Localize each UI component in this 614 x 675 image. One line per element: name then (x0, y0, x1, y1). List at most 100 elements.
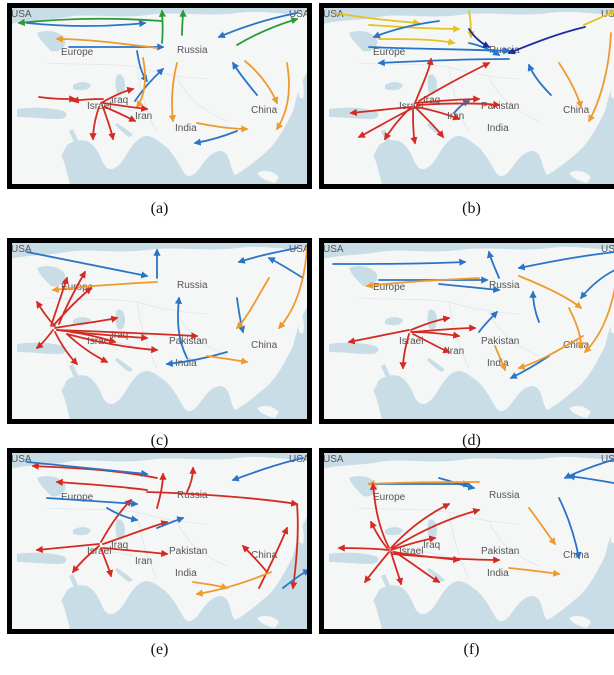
map-label-usa-east: USA (601, 454, 614, 465)
flow-arrow-blue (478, 310, 499, 333)
flow-arrow-red (55, 478, 148, 491)
flow-arrow-yellow (467, 10, 475, 39)
flow-arrow-red (414, 95, 481, 104)
flow-arrow-red (347, 329, 410, 345)
flow-arrow-red (416, 106, 461, 121)
flow-arrow-red (410, 106, 418, 145)
flow-arrow-red (156, 472, 167, 509)
flow-arrow-orange (168, 62, 178, 123)
panel-frame (7, 238, 312, 424)
flow-arrow-green (17, 17, 163, 26)
flow-arrow-red (52, 287, 93, 327)
map-label-pakistan: Pakistan (169, 336, 207, 347)
flow-arrow-red (418, 62, 491, 102)
flow-arrow-red (56, 329, 199, 340)
flow-arrow-orange (195, 571, 272, 597)
map-label-iran: Iran (447, 111, 464, 122)
map-panel-e: USA USA Europe Russia Israel Iraq Iran Pakistan… (7, 448, 312, 634)
caption-a: (a) (150, 200, 169, 217)
flow-arrow-blue (377, 58, 510, 67)
flow-arrow-red (370, 520, 388, 549)
map-label-usa: USA (323, 9, 344, 20)
map-label-usa-east: USA (601, 244, 614, 255)
flow-arrow-red (102, 547, 169, 558)
flow-arrow-blue (237, 247, 298, 264)
flow-arrow-orange (367, 480, 480, 488)
flow-arrow-red (416, 100, 501, 109)
flow-arrow-blue (486, 250, 500, 279)
flow-arrow-red (35, 543, 100, 554)
flow-arrow-blue (438, 477, 476, 491)
flow-arrow-blue (580, 269, 614, 300)
map-label-usa: USA (323, 454, 344, 465)
flow-arrow-blue (527, 63, 552, 96)
flow-arrow-red (392, 553, 501, 564)
flow-arrow-orange (235, 277, 270, 330)
flow-arrow-green (179, 9, 187, 36)
flow-arrow-orange (55, 35, 158, 49)
flow-arrow-orange (192, 581, 229, 591)
flow-arrow-orange (278, 247, 308, 330)
flow-arrow-blue (558, 497, 582, 560)
panel-frame (319, 448, 614, 634)
caption-e: (e) (150, 641, 169, 658)
map-label-iran: Iran (135, 111, 152, 122)
flow-arrow-blue (106, 507, 139, 523)
flow-arrow-yellow (368, 24, 461, 33)
flow-arrow-blue (517, 251, 614, 271)
flow-arrow-red (390, 551, 404, 586)
flow-arrow-red (414, 106, 444, 139)
flow-arrow-red (364, 551, 390, 584)
flow-arrow-orange (568, 307, 585, 350)
flow-arrow-red (100, 547, 114, 578)
flow-arrow-red (35, 329, 54, 349)
flow-arrow-blue (46, 497, 139, 508)
flow-arrow-orange (206, 355, 249, 365)
flow-arrow-red (66, 333, 109, 363)
flow-arrow-orange (583, 288, 614, 354)
flow-arrow-red (102, 102, 149, 112)
flow-arrow-blue (174, 296, 188, 359)
flow-arrow-red (100, 86, 135, 104)
map-label-pakistan: Pakistan (481, 101, 519, 112)
flow-arrow-red (390, 535, 437, 551)
map-label-europe: Europe (373, 47, 406, 58)
map-panel-a: USA USA Europe Russia Israel Iraq Iran India Chi… (7, 3, 312, 189)
map-label-israel: Israel (399, 546, 423, 557)
flow-arrow-blue (453, 99, 471, 114)
flow-arrow-navy (468, 28, 491, 48)
flow-arrow-blue (567, 473, 614, 484)
flow-arrow-orange (558, 62, 583, 109)
flow-arrow-blue (282, 569, 311, 589)
map-label-russia: Russia (489, 280, 520, 291)
flow-arrow-red (36, 300, 56, 327)
map-label-iraq: Iraq (111, 540, 128, 551)
panel-frame (319, 238, 614, 424)
map-label-iran: Iran (135, 556, 152, 567)
map-label-iraq: Iraq (111, 95, 128, 106)
flow-arrow-red (394, 551, 441, 583)
panel-frame (319, 3, 614, 189)
flow-arrow-blue (231, 457, 304, 482)
flow-arrow-blue (193, 130, 238, 146)
flow-arrow-red (50, 276, 69, 327)
flow-arrow-red (392, 508, 481, 549)
flow-arrow-yellow (583, 10, 614, 26)
map-label-usa: USA (11, 9, 32, 20)
flow-arrow-red (412, 333, 451, 354)
flow-arrow-orange (508, 567, 561, 577)
flow-arrow-navy (507, 26, 586, 55)
map-label-europe: Europe (61, 492, 94, 503)
map-background (319, 238, 614, 424)
map-label-iraq: Iraq (423, 540, 440, 551)
flow-arrow-yellow (378, 38, 456, 46)
map-svg: USAUSAEuropeRussiaIsraelIraqIranPakistan… (319, 3, 614, 189)
flow-arrow-green (236, 17, 299, 46)
flow-arrow-blue (232, 61, 258, 96)
flow-arrow-blue (26, 461, 149, 478)
map-label-usa-east: USA (289, 244, 310, 255)
map-label-israel: Israel (399, 336, 423, 347)
